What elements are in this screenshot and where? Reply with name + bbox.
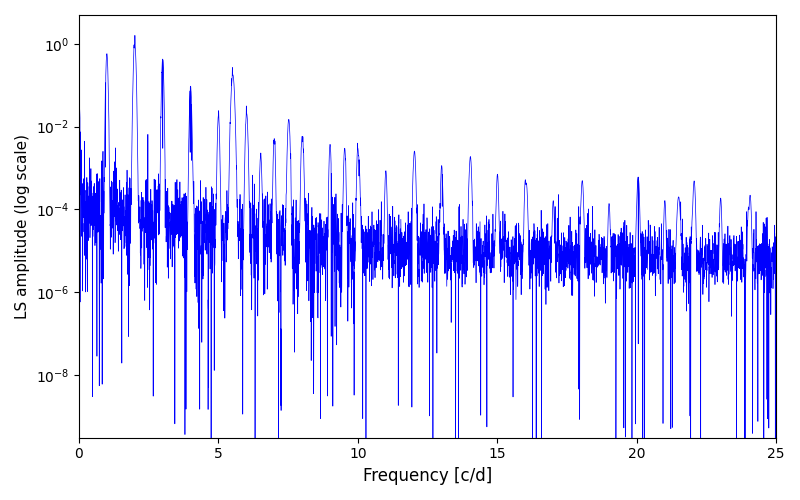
X-axis label: Frequency [c/d]: Frequency [c/d] [363, 467, 492, 485]
Y-axis label: LS amplitude (log scale): LS amplitude (log scale) [15, 134, 30, 319]
